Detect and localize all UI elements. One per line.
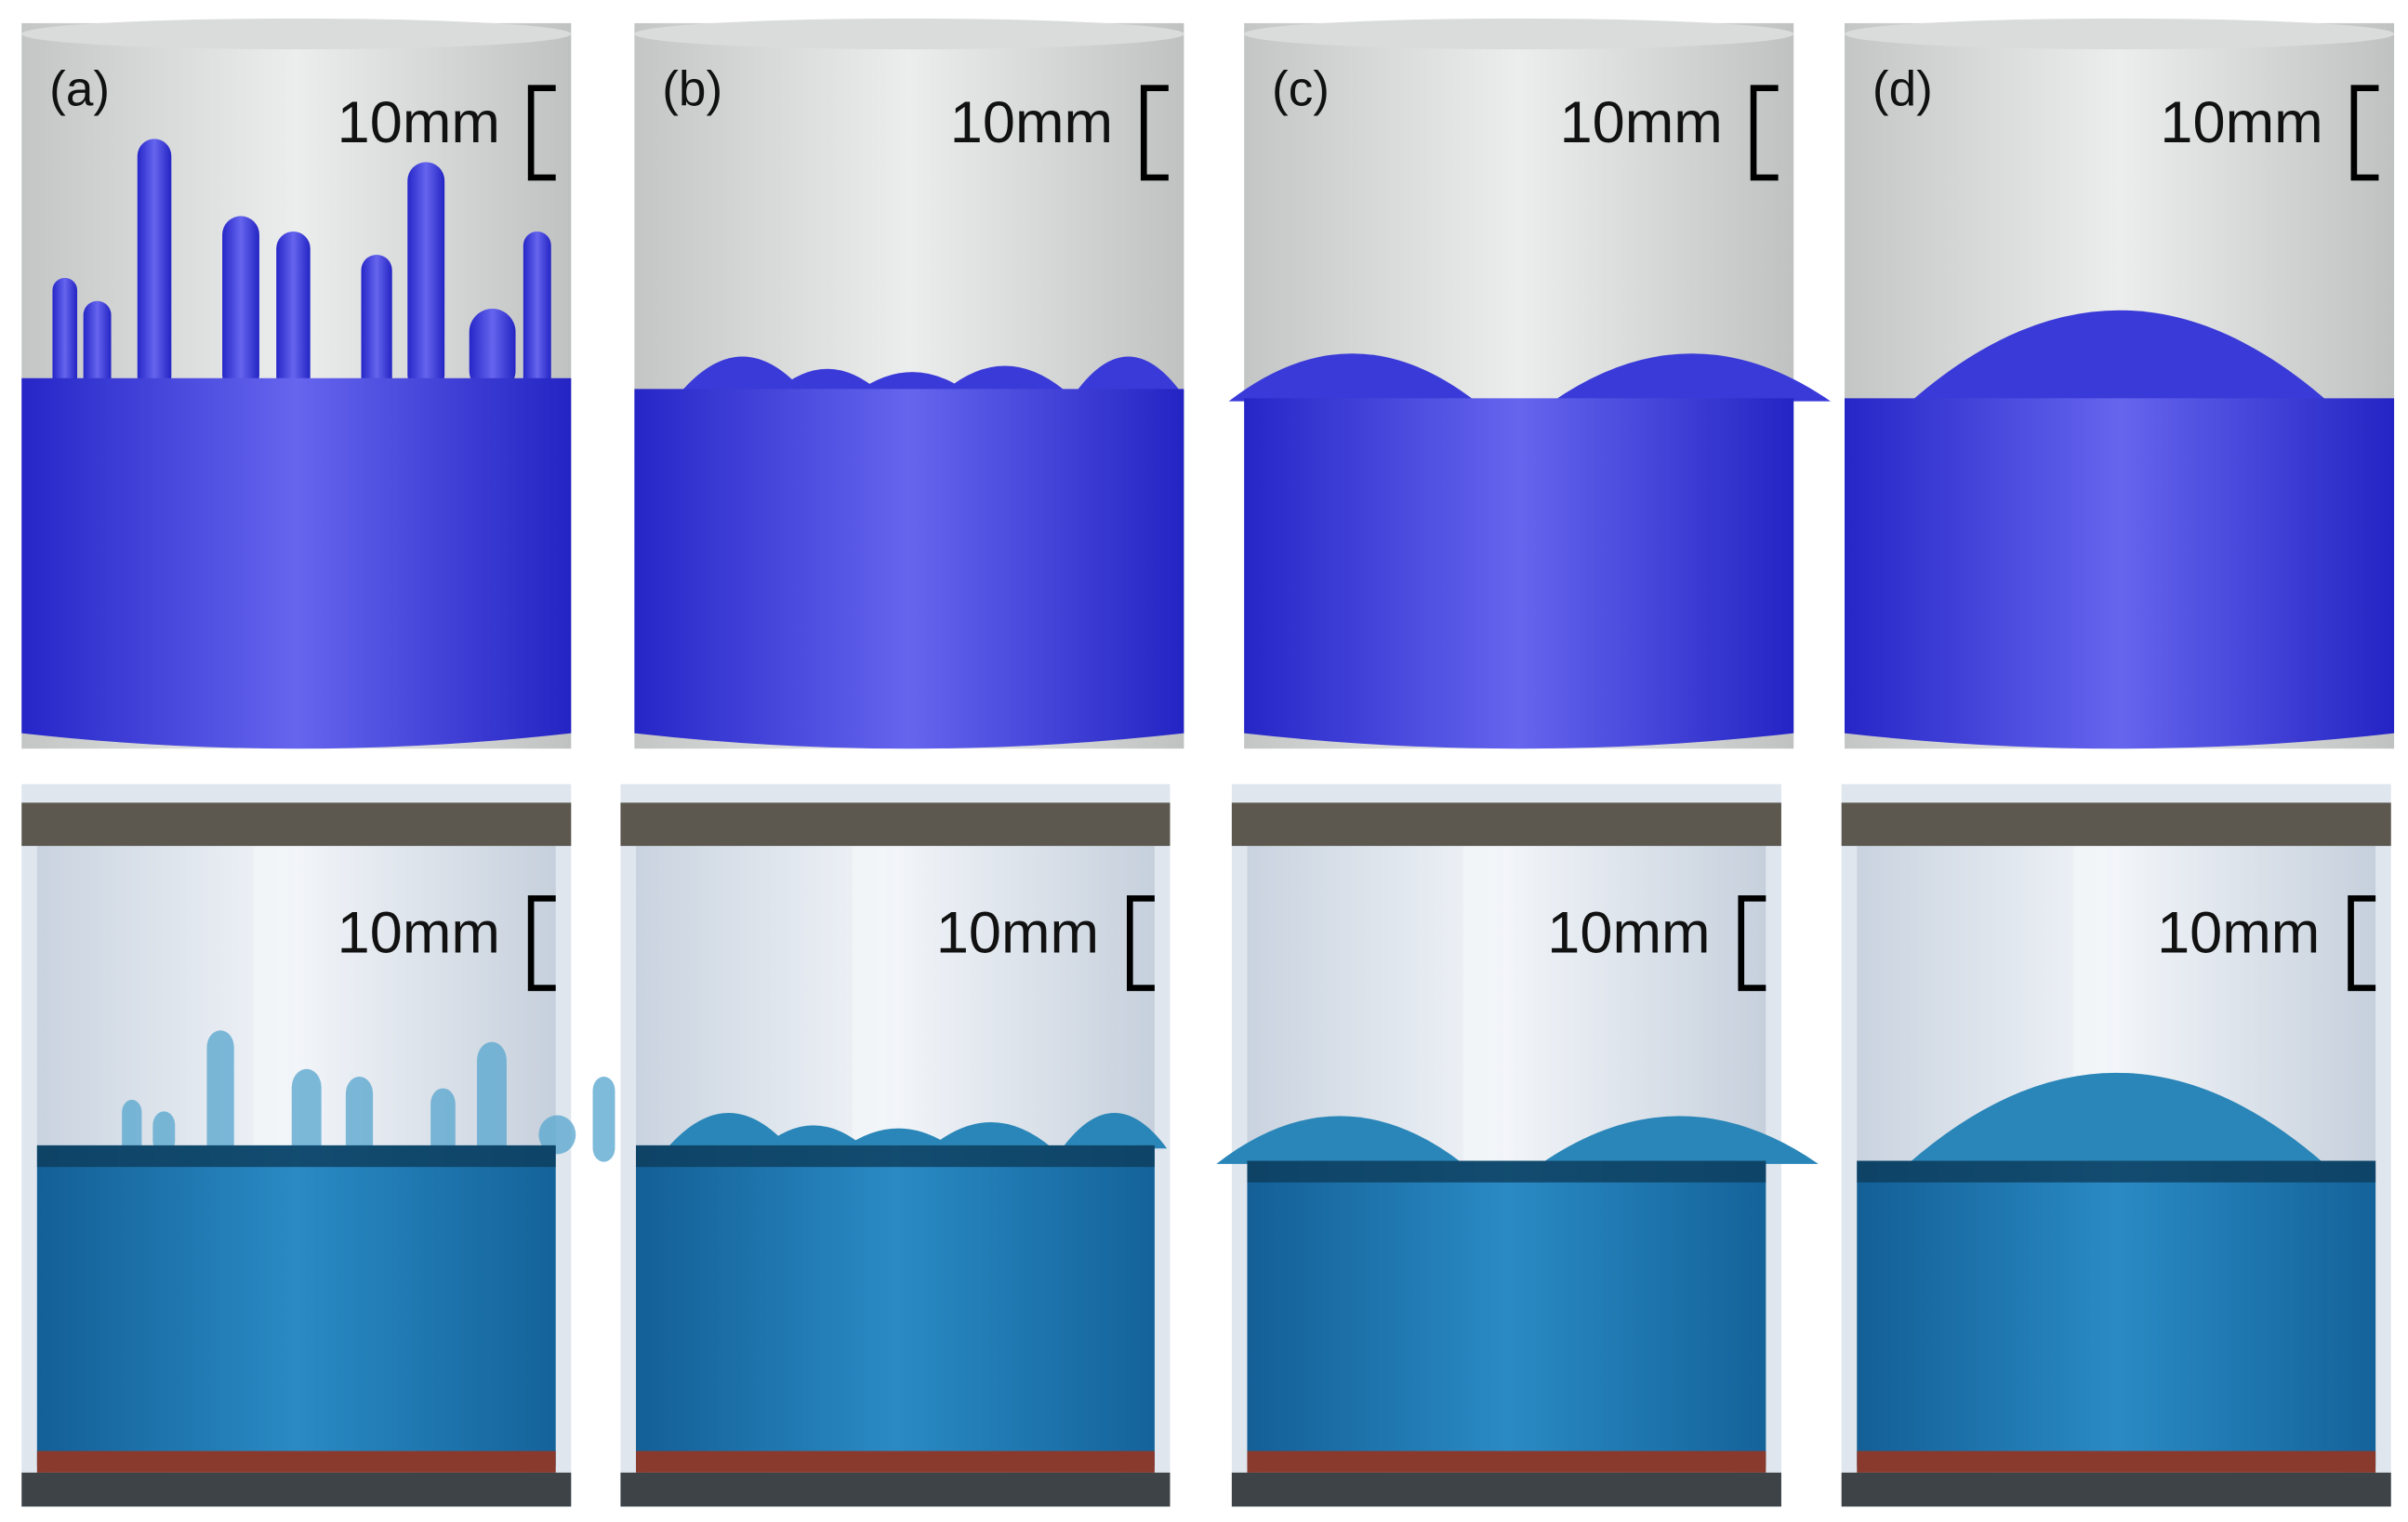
scale-bar bbox=[527, 894, 556, 991]
liquid bbox=[1244, 398, 1794, 749]
scale-label: 10mm bbox=[936, 900, 1099, 965]
liquid-bump bbox=[1076, 356, 1182, 392]
scale-bar bbox=[1750, 85, 1779, 181]
jar-lid bbox=[620, 802, 1171, 846]
liquid-finger bbox=[477, 1041, 507, 1170]
jar-lid bbox=[1841, 802, 2391, 846]
liquid-bump bbox=[1216, 1116, 1463, 1164]
scale-bar bbox=[1126, 894, 1155, 991]
liquid-finger bbox=[345, 1077, 374, 1162]
jar-base bbox=[636, 1450, 1155, 1473]
liquid-finger bbox=[407, 162, 445, 394]
stand bbox=[620, 1472, 1171, 1507]
liquid-finger bbox=[430, 1088, 456, 1160]
liquid-bump bbox=[1540, 1116, 1819, 1164]
water bbox=[1247, 1160, 1766, 1467]
liquid-finger bbox=[361, 254, 392, 394]
panel-label: (d) bbox=[1872, 62, 1933, 117]
liquid-finger bbox=[276, 232, 311, 394]
scale-bar bbox=[2348, 894, 2376, 991]
jar-lid bbox=[21, 802, 572, 846]
scale-bar bbox=[2350, 85, 2379, 181]
panel-label: (c) bbox=[1272, 62, 1330, 117]
scale-label: 10mm bbox=[337, 90, 500, 155]
scale-label: 10mm bbox=[1547, 900, 1710, 965]
liquid-bump bbox=[667, 1113, 791, 1149]
liquid-bump bbox=[856, 372, 968, 392]
liquid-finger bbox=[52, 277, 78, 394]
liquid-bump bbox=[774, 368, 880, 392]
cylinder-top bbox=[1845, 18, 2395, 50]
liquid bbox=[1845, 398, 2395, 749]
stand bbox=[21, 1472, 572, 1507]
scale-bar bbox=[1738, 894, 1766, 991]
liquid-finger bbox=[152, 1111, 176, 1156]
liquid-bump bbox=[1062, 1113, 1168, 1149]
liquid-finger bbox=[469, 309, 516, 394]
liquid-bump bbox=[842, 1128, 955, 1149]
liquid-bump bbox=[761, 1125, 867, 1149]
panel-label: (b) bbox=[662, 62, 722, 117]
panel-label: (a) bbox=[49, 62, 110, 117]
liquid-bump bbox=[1911, 310, 2328, 402]
jar-lid bbox=[1231, 802, 1781, 846]
jar-base bbox=[36, 1450, 556, 1473]
liquid bbox=[634, 389, 1184, 749]
scale-bar bbox=[1140, 85, 1169, 181]
liquid-bump bbox=[681, 356, 804, 392]
liquid-finger bbox=[538, 1115, 576, 1155]
water bbox=[1857, 1160, 2376, 1467]
water-surface bbox=[1247, 1160, 1766, 1183]
scale-label: 10mm bbox=[950, 90, 1113, 155]
water-surface bbox=[636, 1145, 1155, 1168]
stand bbox=[1231, 1472, 1781, 1507]
liquid-bump bbox=[1908, 1072, 2325, 1164]
liquid-bump bbox=[1553, 353, 1832, 402]
liquid-finger bbox=[523, 232, 551, 394]
liquid bbox=[21, 377, 572, 749]
scale-label: 10mm bbox=[337, 900, 500, 965]
liquid-bump bbox=[943, 365, 1067, 392]
water-surface bbox=[36, 1145, 556, 1168]
jar-base bbox=[1247, 1450, 1766, 1473]
stand bbox=[1841, 1472, 2391, 1507]
water bbox=[36, 1145, 556, 1467]
liquid-finger bbox=[122, 1099, 142, 1158]
liquid-finger bbox=[137, 139, 172, 394]
jar-base bbox=[1857, 1450, 2376, 1473]
water bbox=[636, 1145, 1155, 1467]
liquid-finger bbox=[222, 216, 259, 394]
liquid-finger bbox=[206, 1030, 234, 1171]
liquid-finger bbox=[592, 1077, 615, 1162]
cylinder-top bbox=[21, 18, 572, 50]
scale-label: 10mm bbox=[2157, 900, 2320, 965]
cylinder-top bbox=[1244, 18, 1794, 50]
scale-label: 10mm bbox=[2160, 90, 2322, 155]
liquid-finger bbox=[291, 1068, 322, 1164]
cylinder-top bbox=[634, 18, 1184, 50]
liquid-bump bbox=[1228, 353, 1476, 402]
liquid-finger bbox=[83, 300, 112, 394]
liquid-bump bbox=[929, 1121, 1053, 1149]
scale-bar bbox=[527, 85, 556, 181]
scale-label: 10mm bbox=[1560, 90, 1723, 155]
water-surface bbox=[1857, 1160, 2376, 1183]
